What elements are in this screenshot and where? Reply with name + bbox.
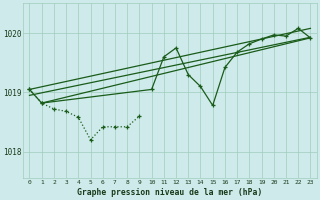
X-axis label: Graphe pression niveau de la mer (hPa): Graphe pression niveau de la mer (hPa) (77, 188, 263, 197)
